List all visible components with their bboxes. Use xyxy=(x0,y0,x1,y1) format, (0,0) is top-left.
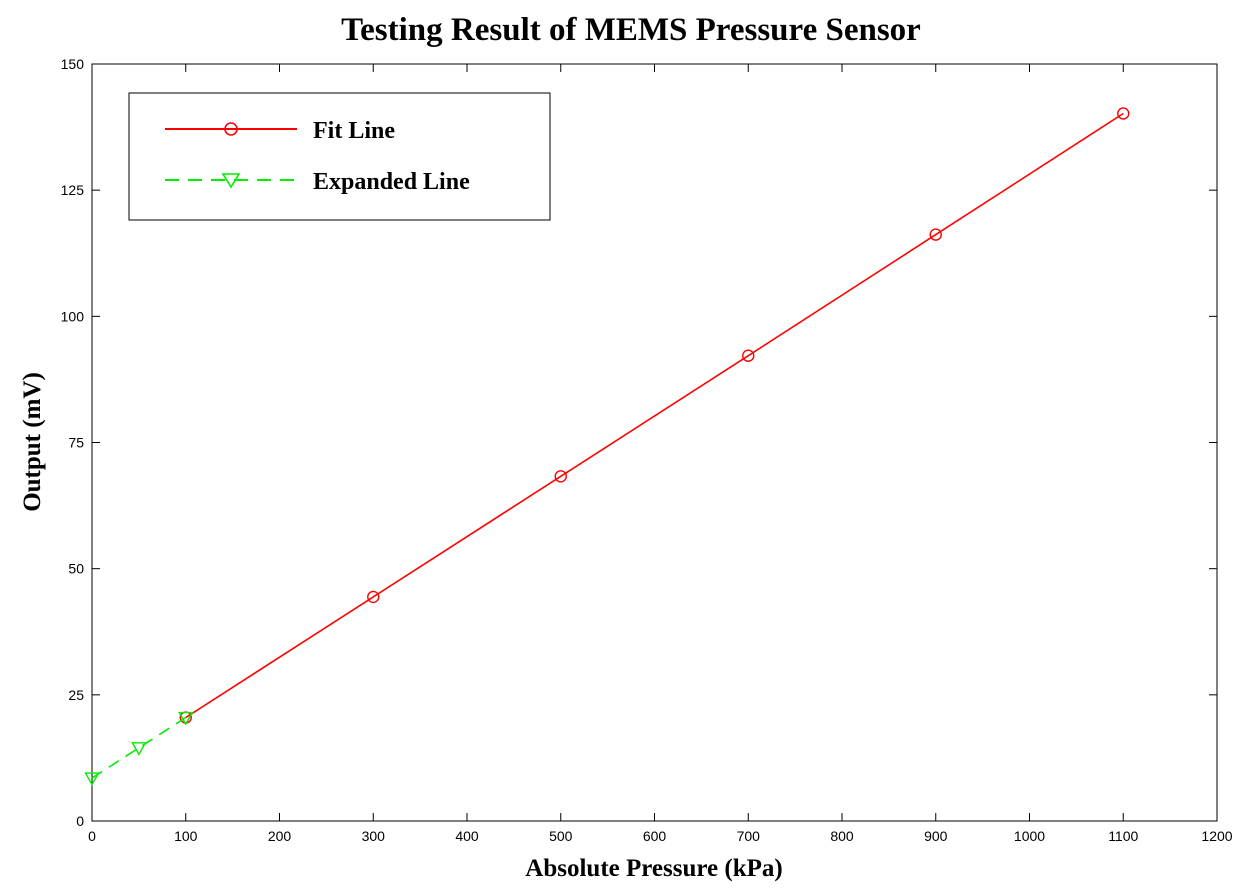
data-point xyxy=(367,590,380,604)
y-tick-label: 0 xyxy=(76,813,84,829)
data-point xyxy=(742,349,755,362)
data-point xyxy=(929,228,942,241)
x-tick-label: 0 xyxy=(88,828,96,844)
x-tick-label: 1200 xyxy=(1201,828,1232,844)
data-point xyxy=(131,742,147,756)
x-tick-label: 800 xyxy=(830,828,854,844)
legend-expanded-line-marker xyxy=(221,173,241,189)
data-point xyxy=(1117,107,1130,120)
legend-fit-line-label: Fit Line xyxy=(313,118,395,144)
y-tick-label: 50 xyxy=(68,561,84,577)
y-tick-label: 150 xyxy=(61,56,85,72)
x-axis-ticks: 0 100 200 300 400 500 600 700 800 900 1000 1100 1200 xyxy=(88,64,1233,844)
x-tick-label: 300 xyxy=(362,828,386,844)
chart-title: Testing Result of MEMS Pressure Sensor xyxy=(341,12,921,48)
x-tick-label: 400 xyxy=(455,828,479,844)
series-line xyxy=(185,112,1124,719)
legend-expanded-line-label: Expanded Line xyxy=(313,169,470,195)
legend: Fit Line Expanded Line xyxy=(128,92,551,221)
y-tick-label: 125 xyxy=(61,182,85,198)
x-tick-label: 200 xyxy=(268,828,292,844)
series-layer xyxy=(84,107,1130,787)
y-tick-label: 25 xyxy=(68,687,84,703)
data-point xyxy=(84,772,100,787)
y-axis-ticks: 0 25 50 75 100 125 150 xyxy=(61,56,1217,829)
x-tick-label: 900 xyxy=(924,828,948,844)
y-axis-label: Output (mV) xyxy=(19,372,46,512)
y-tick-label: 100 xyxy=(61,308,85,324)
x-tick-label: 600 xyxy=(643,828,667,844)
x-axis-label: Absolute Pressure (kPa) xyxy=(525,855,782,882)
x-tick-label: 100 xyxy=(174,828,198,844)
legend-fit-line-marker xyxy=(224,122,238,136)
x-tick-label: 1000 xyxy=(1014,828,1045,844)
data-point xyxy=(178,711,194,726)
series-expanded-line xyxy=(84,711,194,787)
data-point xyxy=(554,470,567,483)
x-tick-label: 1100 xyxy=(1108,828,1138,844)
y-tick-label: 75 xyxy=(68,435,84,451)
x-tick-label: 700 xyxy=(737,828,761,844)
x-tick-label: 500 xyxy=(549,828,573,844)
legend-box xyxy=(128,92,551,221)
